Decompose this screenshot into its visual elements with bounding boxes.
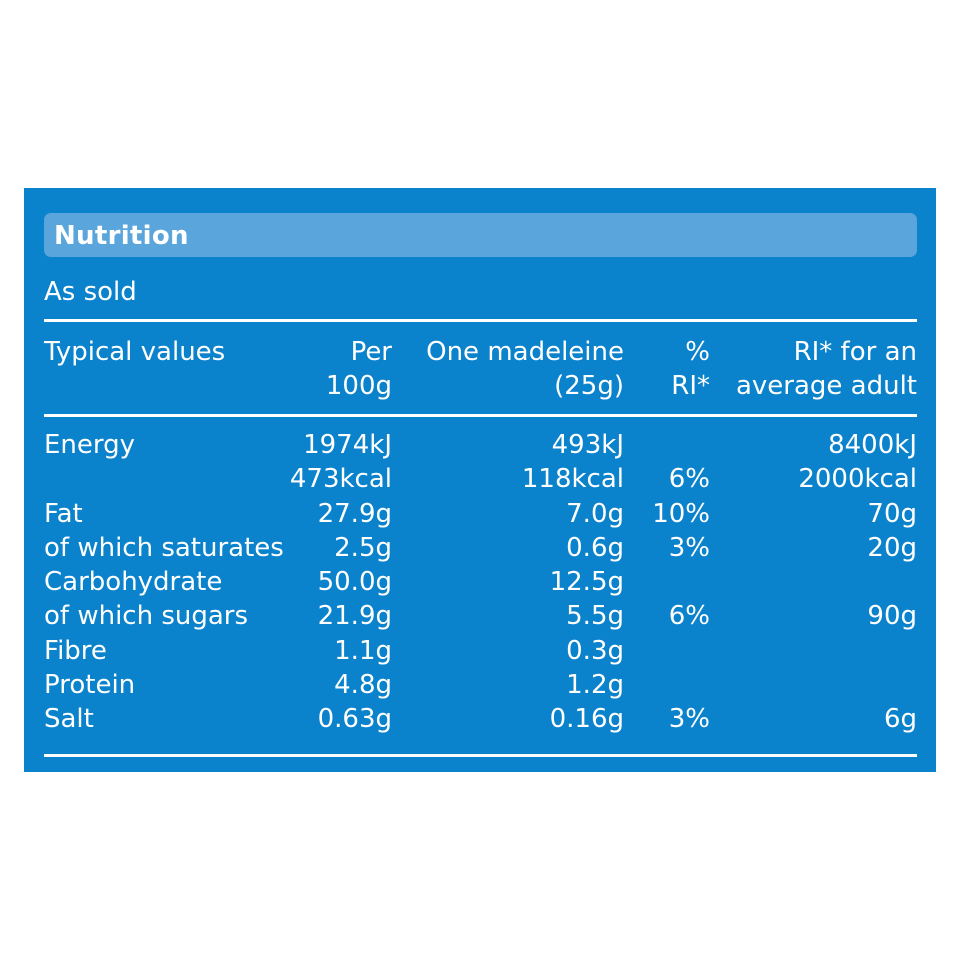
per-100g-value: 0.63g bbox=[317, 704, 392, 734]
per-100g-value: 50.0g bbox=[317, 567, 392, 597]
per-100g-value: 21.9g bbox=[317, 601, 392, 632]
per-100g-value: 1.1g bbox=[334, 635, 392, 666]
nutrient-label: Salt bbox=[44, 704, 94, 734]
ri-percent-value: 3% bbox=[668, 704, 710, 734]
header-typical-values: Typical values bbox=[44, 337, 226, 367]
nutrition-title-bar: Nutrition bbox=[44, 213, 917, 257]
header-ri-line1: RI* for an bbox=[793, 337, 917, 367]
per-100g-value: 1974kJ bbox=[303, 430, 392, 460]
per-100g-value: 27.9g bbox=[317, 498, 392, 529]
nutrient-label: Fat bbox=[44, 498, 83, 529]
per-100g-value: 2.5g bbox=[334, 532, 392, 563]
ri-percent-value: 10% bbox=[652, 498, 710, 529]
header-portion-line1: One madeleine bbox=[426, 337, 624, 367]
nutrient-label: Energy bbox=[44, 430, 136, 460]
divider-header bbox=[44, 414, 917, 417]
ri-reference-value: 2000kcal bbox=[798, 464, 917, 495]
ri-percent-value: 6% bbox=[668, 464, 710, 495]
nutrient-label: Fibre bbox=[44, 635, 107, 666]
ri-percent-value: 3% bbox=[668, 532, 710, 563]
nutrient-label: Protein bbox=[44, 669, 136, 700]
per-portion-value: 12.5g bbox=[549, 567, 624, 597]
ri-reference-value: 6g bbox=[883, 704, 917, 734]
per-portion-value: 0.6g bbox=[566, 532, 624, 563]
header-ri-line2: average adult bbox=[735, 371, 917, 401]
ri-percent-value: 6% bbox=[668, 601, 710, 632]
header-per100-line2: 100g bbox=[325, 371, 392, 401]
per-portion-value: 118kcal bbox=[521, 464, 624, 495]
as-sold-label: As sold bbox=[44, 277, 137, 307]
divider-bottom bbox=[44, 754, 917, 757]
divider-top bbox=[44, 319, 917, 322]
nutrition-title: Nutrition bbox=[54, 221, 189, 251]
nutrition-panel: Nutrition As sold Typical values Per 100… bbox=[24, 188, 936, 772]
nutrient-label: Carbohydrate bbox=[44, 567, 223, 597]
header-per100-line1: Per bbox=[350, 337, 392, 367]
per-100g-value: 473kcal bbox=[289, 464, 392, 495]
header-ri-pct-line1: % bbox=[685, 337, 710, 367]
header-ri-pct-line2: RI* bbox=[671, 371, 710, 401]
ri-reference-value: 8400kJ bbox=[828, 430, 917, 460]
ri-reference-value: 20g bbox=[867, 532, 917, 563]
nutrient-label: of which saturates bbox=[44, 532, 284, 563]
nutrient-label: of which sugars bbox=[44, 601, 249, 632]
ri-reference-value: 70g bbox=[867, 498, 917, 529]
per-portion-value: 0.16g bbox=[549, 704, 624, 734]
per-100g-value: 4.8g bbox=[334, 669, 392, 700]
per-portion-value: 1.2g bbox=[566, 669, 624, 700]
per-portion-value: 493kJ bbox=[551, 430, 624, 460]
header-portion-line2: (25g) bbox=[554, 371, 624, 401]
per-portion-value: 5.5g bbox=[566, 601, 624, 632]
per-portion-value: 0.3g bbox=[566, 635, 624, 666]
per-portion-value: 7.0g bbox=[566, 498, 624, 529]
ri-reference-value: 90g bbox=[867, 601, 917, 632]
